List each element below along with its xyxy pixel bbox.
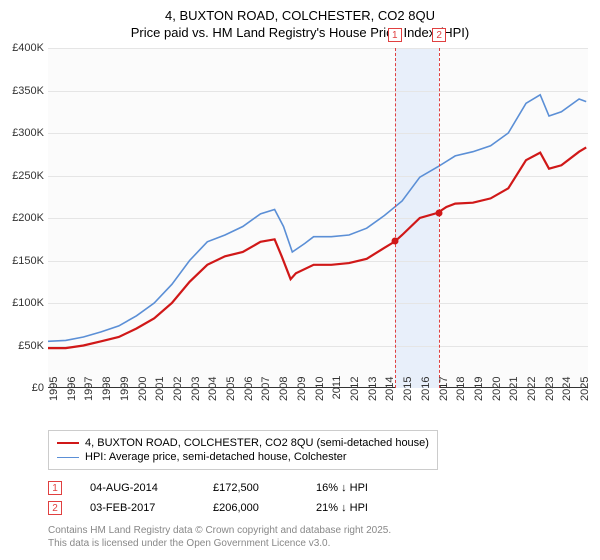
legend-swatch-hpi	[57, 457, 79, 458]
sale-delta-2: 21% ↓ HPI	[316, 502, 368, 514]
footer-line1: Contains HM Land Registry data © Crown c…	[48, 524, 391, 537]
sale-price-2: £206,000	[213, 502, 288, 514]
legend-swatch-price	[57, 442, 79, 444]
sale-date-2: 03-FEB-2017	[90, 502, 185, 514]
chart-area: 12 £0£50K£100K£150K£200K£250K£300K£350K£…	[48, 48, 588, 388]
sale-delta-1: 16% ↓ HPI	[316, 482, 368, 494]
footer-line2: This data is licensed under the Open Gov…	[48, 537, 391, 550]
sale-row-1: 1 04-AUG-2014 £172,500 16% ↓ HPI	[48, 478, 368, 498]
title-line2: Price paid vs. HM Land Registry's House …	[0, 25, 600, 42]
plot-region: 12	[48, 48, 588, 388]
legend-row-hpi: HPI: Average price, semi-detached house,…	[57, 450, 429, 464]
legend: 4, BUXTON ROAD, COLCHESTER, CO2 8QU (sem…	[48, 430, 438, 470]
sale-date-1: 04-AUG-2014	[90, 482, 185, 494]
legend-label-price: 4, BUXTON ROAD, COLCHESTER, CO2 8QU (sem…	[85, 437, 429, 449]
sale-num-1: 1	[48, 481, 62, 495]
chart-container: 4, BUXTON ROAD, COLCHESTER, CO2 8QU Pric…	[0, 0, 600, 560]
sale-row-2: 2 03-FEB-2017 £206,000 21% ↓ HPI	[48, 498, 368, 518]
sale-num-2: 2	[48, 501, 62, 515]
legend-row-price: 4, BUXTON ROAD, COLCHESTER, CO2 8QU (sem…	[57, 436, 429, 450]
footer: Contains HM Land Registry data © Crown c…	[48, 524, 391, 550]
legend-label-hpi: HPI: Average price, semi-detached house,…	[85, 451, 347, 463]
sales-table: 1 04-AUG-2014 £172,500 16% ↓ HPI 2 03-FE…	[48, 478, 368, 518]
chart-title: 4, BUXTON ROAD, COLCHESTER, CO2 8QU Pric…	[0, 0, 600, 42]
sale-price-1: £172,500	[213, 482, 288, 494]
line-paths	[48, 48, 588, 388]
title-line1: 4, BUXTON ROAD, COLCHESTER, CO2 8QU	[0, 8, 600, 25]
